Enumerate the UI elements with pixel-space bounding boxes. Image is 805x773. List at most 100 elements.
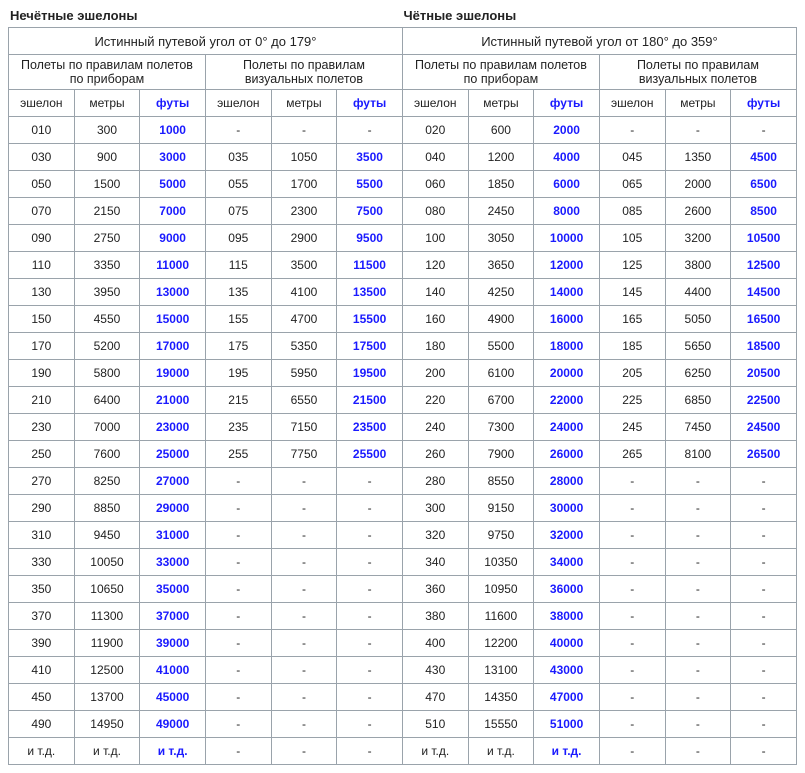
cell-meters: 8850 bbox=[74, 495, 140, 522]
cell-echelon: 090 bbox=[9, 225, 75, 252]
cell-meters: 15550 bbox=[468, 711, 534, 738]
cell-echelon: 450 bbox=[9, 684, 75, 711]
table-row: 4501370045000---4701435047000--- bbox=[9, 684, 797, 711]
cell-feet: 18000 bbox=[534, 333, 600, 360]
cell-feet: 39000 bbox=[140, 630, 206, 657]
cell-meters: - bbox=[665, 117, 731, 144]
cell-echelon: 055 bbox=[205, 171, 271, 198]
cell-echelon: 145 bbox=[599, 279, 665, 306]
cell-meters: - bbox=[665, 684, 731, 711]
cell-feet: - bbox=[337, 549, 403, 576]
cell-feet: 6000 bbox=[534, 171, 600, 198]
cell-feet: 11500 bbox=[337, 252, 403, 279]
cell-meters: 4100 bbox=[271, 279, 337, 306]
cell-echelon: 430 bbox=[402, 657, 468, 684]
cell-feet: 29000 bbox=[140, 495, 206, 522]
cell-echelon: - bbox=[599, 603, 665, 630]
cell-echelon: - bbox=[599, 576, 665, 603]
table-row: 1504550150001554700155001604900160001655… bbox=[9, 306, 797, 333]
cell-echelon: - bbox=[599, 738, 665, 765]
cell-feet: 23000 bbox=[140, 414, 206, 441]
cell-echelon: 230 bbox=[9, 414, 75, 441]
cell-meters: 2150 bbox=[74, 198, 140, 225]
cell-echelon: 320 bbox=[402, 522, 468, 549]
cell-echelon: 100 bbox=[402, 225, 468, 252]
cell-echelon: - bbox=[599, 711, 665, 738]
cell-feet: 8500 bbox=[731, 198, 797, 225]
cell-echelon: 110 bbox=[9, 252, 75, 279]
cell-feet: 26000 bbox=[534, 441, 600, 468]
cell-echelon: 370 bbox=[9, 603, 75, 630]
cell-echelon: 035 bbox=[205, 144, 271, 171]
cell-echelon: 060 bbox=[402, 171, 468, 198]
cell-echelon: - bbox=[599, 522, 665, 549]
cell-feet: 7000 bbox=[140, 198, 206, 225]
table-row: 1905800190001955950195002006100200002056… bbox=[9, 360, 797, 387]
cell-meters: 8550 bbox=[468, 468, 534, 495]
cell-meters: 8250 bbox=[74, 468, 140, 495]
table-row: 3701130037000---3801160038000--- bbox=[9, 603, 797, 630]
cell-meters: 6250 bbox=[665, 360, 731, 387]
cell-meters: 5650 bbox=[665, 333, 731, 360]
col-echelon: эшелон bbox=[599, 90, 665, 117]
cell-echelon: 240 bbox=[402, 414, 468, 441]
cell-feet: 16000 bbox=[534, 306, 600, 333]
table-row: 4901495049000---5101555051000--- bbox=[9, 711, 797, 738]
cell-meters: 7750 bbox=[271, 441, 337, 468]
cell-feet: 25000 bbox=[140, 441, 206, 468]
cell-meters: 6100 bbox=[468, 360, 534, 387]
cell-feet: - bbox=[731, 549, 797, 576]
cell-feet: - bbox=[337, 495, 403, 522]
cell-meters: 12200 bbox=[468, 630, 534, 657]
cell-meters: - bbox=[271, 630, 337, 657]
cell-meters: 6700 bbox=[468, 387, 534, 414]
cell-feet: 35000 bbox=[140, 576, 206, 603]
cell-meters: 5500 bbox=[468, 333, 534, 360]
cell-feet: 49000 bbox=[140, 711, 206, 738]
cell-meters: 5050 bbox=[665, 306, 731, 333]
cell-meters: - bbox=[665, 738, 731, 765]
cell-feet: 10500 bbox=[731, 225, 797, 252]
cell-feet: 12500 bbox=[731, 252, 797, 279]
cell-echelon: 510 bbox=[402, 711, 468, 738]
cell-feet: 24000 bbox=[534, 414, 600, 441]
cell-echelon: 085 bbox=[599, 198, 665, 225]
cell-feet: 24500 bbox=[731, 414, 797, 441]
cell-feet: 12000 bbox=[534, 252, 600, 279]
col-feet: футы bbox=[140, 90, 206, 117]
cell-echelon: 330 bbox=[9, 549, 75, 576]
cell-meters: 2300 bbox=[271, 198, 337, 225]
cell-meters: 13700 bbox=[74, 684, 140, 711]
cell-echelon: 040 bbox=[402, 144, 468, 171]
cell-meters: 4250 bbox=[468, 279, 534, 306]
cell-feet: 38000 bbox=[534, 603, 600, 630]
cell-feet: и т.д. bbox=[140, 738, 206, 765]
table-row: 2106400210002156550215002206700220002256… bbox=[9, 387, 797, 414]
cell-echelon: 010 bbox=[9, 117, 75, 144]
cell-echelon: - bbox=[205, 549, 271, 576]
cell-echelon: 150 bbox=[9, 306, 75, 333]
cell-feet: 10000 bbox=[534, 225, 600, 252]
cell-echelon: - bbox=[205, 684, 271, 711]
cell-echelon: - bbox=[599, 549, 665, 576]
cell-feet: 4500 bbox=[731, 144, 797, 171]
cell-meters: - bbox=[271, 522, 337, 549]
cell-echelon: 140 bbox=[402, 279, 468, 306]
cell-feet: - bbox=[731, 684, 797, 711]
cell-feet: 36000 bbox=[534, 576, 600, 603]
cell-feet: 41000 bbox=[140, 657, 206, 684]
cell-meters: 10350 bbox=[468, 549, 534, 576]
cell-meters: 600 bbox=[468, 117, 534, 144]
cell-feet: - bbox=[337, 684, 403, 711]
table-row: 310945031000---320975032000--- bbox=[9, 522, 797, 549]
cell-meters: - bbox=[665, 576, 731, 603]
cell-feet: - bbox=[731, 711, 797, 738]
cell-echelon: 080 bbox=[402, 198, 468, 225]
cell-echelon: - bbox=[205, 522, 271, 549]
col-echelon: эшелон bbox=[205, 90, 271, 117]
cell-meters: - bbox=[271, 468, 337, 495]
cell-echelon: 380 bbox=[402, 603, 468, 630]
table-row: 1303950130001354100135001404250140001454… bbox=[9, 279, 797, 306]
cell-meters: 300 bbox=[74, 117, 140, 144]
cell-echelon: 225 bbox=[599, 387, 665, 414]
